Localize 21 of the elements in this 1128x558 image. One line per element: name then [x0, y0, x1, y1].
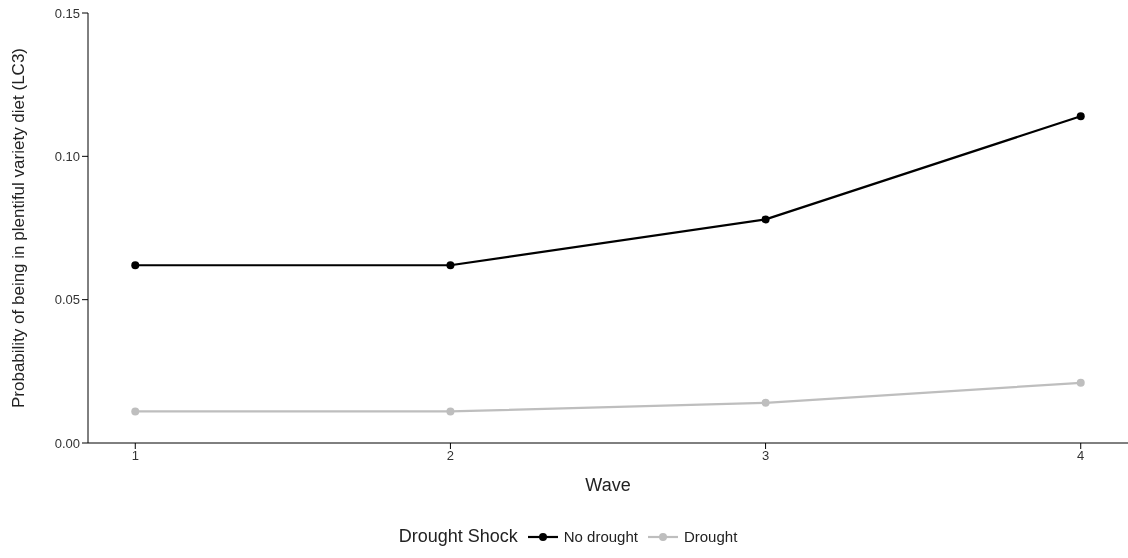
x-tick-label: 4: [1077, 448, 1085, 464]
point: [1076, 378, 1085, 387]
x-tick-label: 2: [446, 448, 455, 464]
point: [761, 215, 770, 224]
point: [446, 407, 455, 416]
x-tick-label: 1: [131, 448, 139, 464]
y-tick-label: 0.15: [54, 5, 80, 21]
y-tick-label: 0.05: [54, 292, 80, 308]
point: [1076, 112, 1085, 121]
point: [446, 261, 455, 270]
x-tick-label: 3: [761, 448, 770, 464]
legend-title: Drought Shock: [398, 526, 518, 547]
point: [761, 398, 770, 407]
point: [131, 261, 140, 270]
x-axis-title: Wave: [585, 475, 631, 495]
legend-label: No drought: [562, 528, 638, 545]
y-tick-label: 0.00: [54, 435, 80, 451]
legend-label: Drought: [682, 528, 738, 545]
point: [131, 407, 140, 416]
y-axis-title: Probability of being in plentiful variety diet (LC3): [9, 47, 29, 409]
y-tick-label: 0.10: [54, 148, 80, 164]
